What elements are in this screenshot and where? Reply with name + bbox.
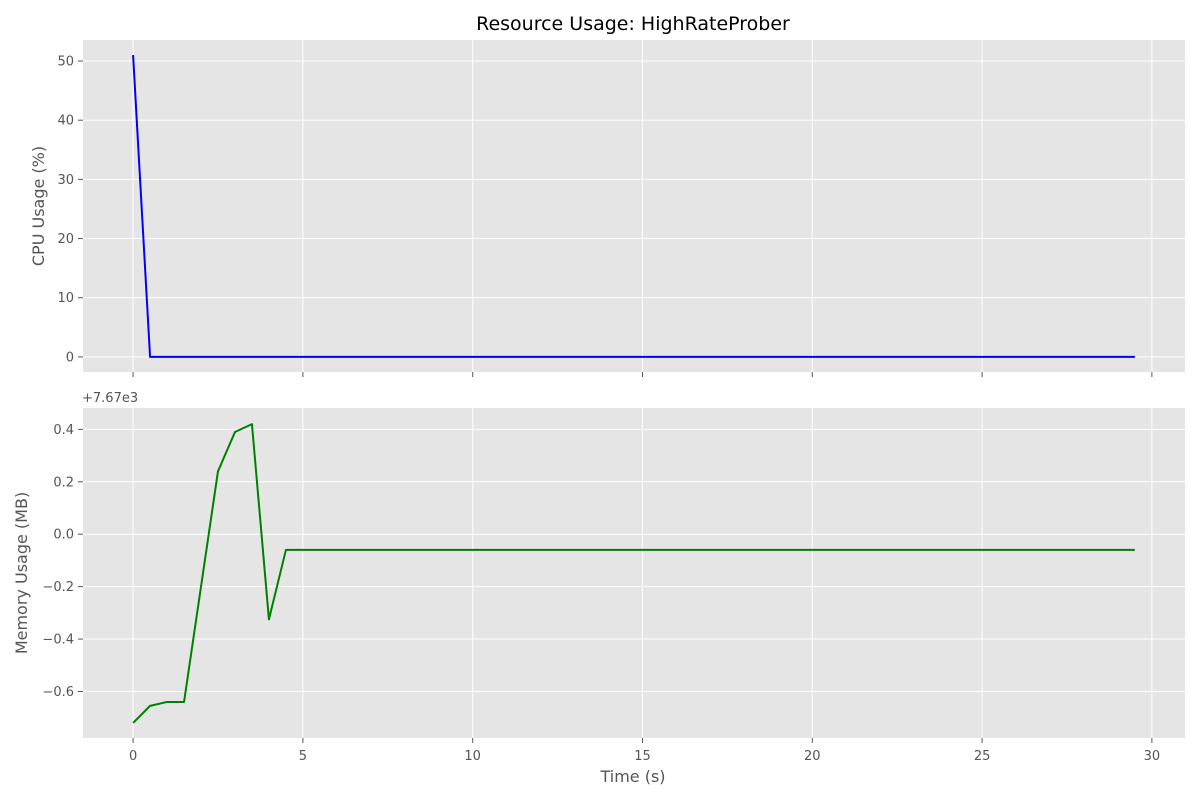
cpu-series bbox=[132, 55, 1135, 358]
chart-title: Resource Usage: HighRateProber bbox=[476, 13, 790, 35]
memory-y-tick-label: 0.2 bbox=[53, 475, 74, 490]
cpu-ticks: 0 10 20 30 40 50 bbox=[57, 55, 1153, 377]
x-tick-label: 15 bbox=[634, 749, 651, 764]
cpu-plot-area bbox=[83, 40, 1185, 372]
cpu-y-tick-label: 30 bbox=[57, 173, 74, 188]
memory-usage-panel: 0 5 10 15 20 25 30 −0.6 −0.4 −0.2 0.0 0.2 0.4 +7.67e… bbox=[12, 391, 1185, 786]
memory-y-tick-label: −0.2 bbox=[42, 580, 74, 595]
memory-y-tick-label: 0.4 bbox=[53, 423, 74, 438]
memory-y-axis-label: Memory Usage (MB) bbox=[12, 492, 31, 654]
memory-usage-line bbox=[132, 423, 1135, 724]
memory-y-tick-label: −0.4 bbox=[42, 633, 74, 648]
cpu-y-tick-label: 10 bbox=[57, 291, 74, 306]
cpu-usage-line bbox=[132, 55, 1135, 358]
x-tick-label: 25 bbox=[974, 749, 991, 764]
x-tick-label: 10 bbox=[464, 749, 481, 764]
cpu-y-tick-label: 20 bbox=[57, 232, 74, 247]
x-tick-label: 30 bbox=[1144, 749, 1161, 764]
memory-plot-area bbox=[83, 408, 1185, 738]
cpu-y-axis-label: CPU Usage (%) bbox=[29, 146, 48, 266]
cpu-grid bbox=[83, 40, 1185, 372]
x-tick-label: 0 bbox=[129, 749, 137, 764]
memory-y-tick-label: −0.6 bbox=[42, 685, 74, 700]
x-tick-label: 5 bbox=[299, 749, 307, 764]
cpu-y-tick-label: 50 bbox=[57, 55, 74, 70]
memory-y-offset-label: +7.67e3 bbox=[82, 391, 138, 406]
cpu-y-tick-label: 40 bbox=[57, 114, 74, 129]
x-axis-label: Time (s) bbox=[599, 767, 665, 786]
cpu-y-tick-label: 0 bbox=[66, 350, 74, 365]
memory-y-tick-label: 0.0 bbox=[53, 528, 74, 543]
x-tick-label: 20 bbox=[804, 749, 821, 764]
cpu-usage-panel: 0 10 20 30 40 50 CPU Usage (%) bbox=[29, 40, 1185, 377]
memory-series bbox=[132, 423, 1135, 724]
memory-ticks: 0 5 10 15 20 25 30 −0.6 −0.4 −0.2 0.0 0.2 0.4 bbox=[42, 423, 1160, 764]
